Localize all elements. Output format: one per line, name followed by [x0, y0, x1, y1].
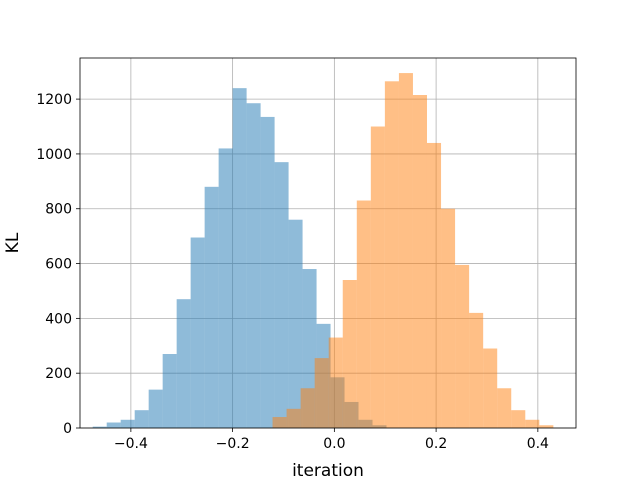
- x-tick-label: −0.2: [216, 436, 250, 452]
- histogram-bar: [455, 264, 470, 428]
- histogram-bars: [92, 73, 554, 429]
- y-tick-label: 1000: [36, 147, 72, 163]
- histogram-bar: [106, 422, 121, 428]
- histogram-bar: [148, 389, 163, 428]
- histogram-bar: [274, 162, 289, 429]
- x-axis-ticks: −0.4 −0.2 0.0 0.2 0.4: [114, 428, 549, 452]
- histogram-bar: [511, 410, 526, 428]
- histogram-bar: [328, 337, 343, 428]
- x-axis-label: iteration: [292, 461, 364, 480]
- histogram-bar: [190, 237, 205, 428]
- y-tick-label: 1200: [36, 92, 72, 108]
- y-tick-label: 600: [45, 257, 72, 273]
- histogram-bar: [539, 425, 554, 428]
- histogram-bar: [246, 103, 261, 428]
- x-tick-label: 0.0: [323, 436, 345, 452]
- y-tick-label: 200: [45, 366, 72, 382]
- y-tick-label: 0: [63, 421, 72, 437]
- histogram-bar: [412, 95, 427, 428]
- histogram-bar: [134, 410, 149, 428]
- histogram-bar: [426, 142, 442, 429]
- histogram-bar: [342, 280, 357, 428]
- histogram-bar: [469, 312, 484, 428]
- histogram-bar: [272, 417, 287, 428]
- histogram-bar: [483, 348, 498, 428]
- x-tick-label: −0.4: [114, 436, 148, 452]
- histogram-bar: [356, 200, 371, 428]
- histogram-bar: [384, 81, 399, 428]
- histogram-bar: [314, 358, 329, 428]
- histogram-bar: [286, 408, 301, 428]
- histogram-bar: [300, 388, 315, 428]
- histogram-bar: [260, 116, 275, 428]
- x-tick-label: 0.4: [527, 436, 549, 452]
- plot-frame: [79, 57, 577, 429]
- y-tick-label: 800: [45, 202, 72, 218]
- x-tick-label: 0.2: [425, 436, 447, 452]
- y-axis-ticks: 0 200 400 600 800 1000 1200: [36, 92, 80, 437]
- histogram-bar: [204, 186, 219, 428]
- series-2-bars: [272, 73, 554, 429]
- histogram-bar: [232, 88, 247, 429]
- y-tick-label: 400: [45, 311, 72, 327]
- histogram-bar: [525, 419, 540, 428]
- y-axis-label: KL: [3, 232, 23, 253]
- histogram-bar: [120, 419, 135, 428]
- histogram-bar: [218, 148, 233, 428]
- histogram-bar: [92, 426, 107, 428]
- histogram-bar: [288, 219, 303, 428]
- histogram-bar: [370, 126, 385, 428]
- histogram-bar: [441, 208, 456, 428]
- histogram-bar: [398, 73, 413, 429]
- histogram-bar: [176, 299, 191, 428]
- histogram-bar: [497, 388, 512, 428]
- histogram-bar: [162, 354, 177, 428]
